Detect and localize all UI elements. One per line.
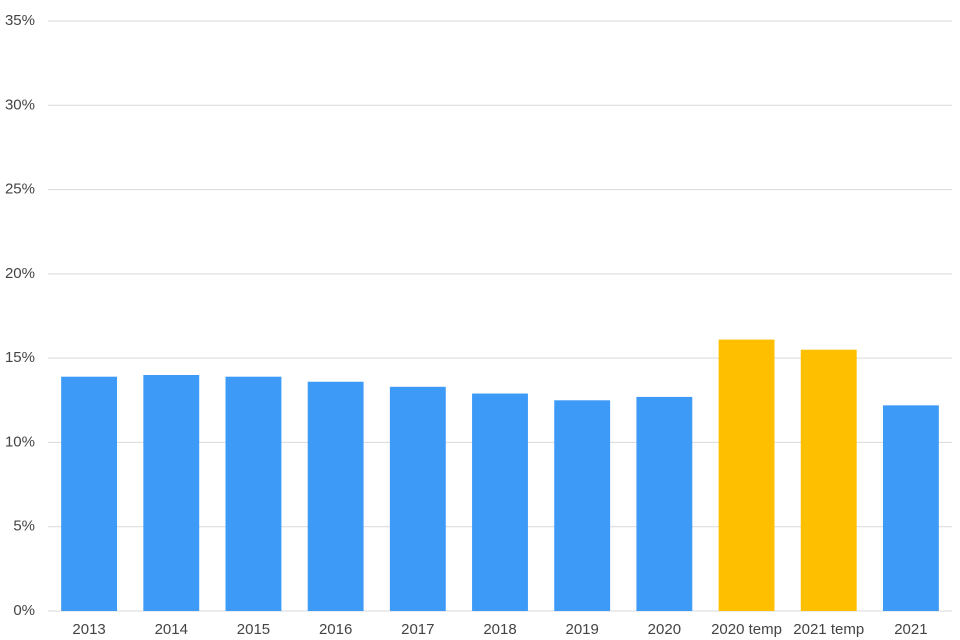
x-tick-label: 2018 [483,621,516,638]
bar [882,405,939,611]
y-tick-label: 15% [5,349,35,366]
bar [389,386,446,611]
bar [225,376,282,611]
y-tick-label: 20% [5,265,35,282]
x-tick-label: 2020 temp [711,621,782,638]
x-tick-label: 2020 [648,621,681,638]
x-tick-label: 2013 [72,621,105,638]
x-tick-label: 2021 temp [793,621,864,638]
x-tick-label: 2014 [155,621,188,638]
y-tick-label: 25% [5,181,35,198]
bar [143,375,200,611]
bar [636,396,693,611]
bar [472,393,528,611]
y-tick-label: 0% [13,602,35,619]
y-tick-label: 35% [5,12,35,29]
bar [61,376,118,611]
y-tick-label: 10% [5,433,35,450]
x-tick-label: 2016 [319,621,352,638]
x-tick-label: 2021 [894,621,927,638]
y-tick-label: 5% [13,518,35,535]
bar [800,349,857,611]
bar [307,381,364,611]
x-tick-label: 2017 [401,621,434,638]
x-tick-label: 2015 [237,621,270,638]
bar [718,339,775,611]
y-tick-label: 30% [5,96,35,113]
x-tick-label: 2019 [565,621,598,638]
bar [554,400,611,611]
